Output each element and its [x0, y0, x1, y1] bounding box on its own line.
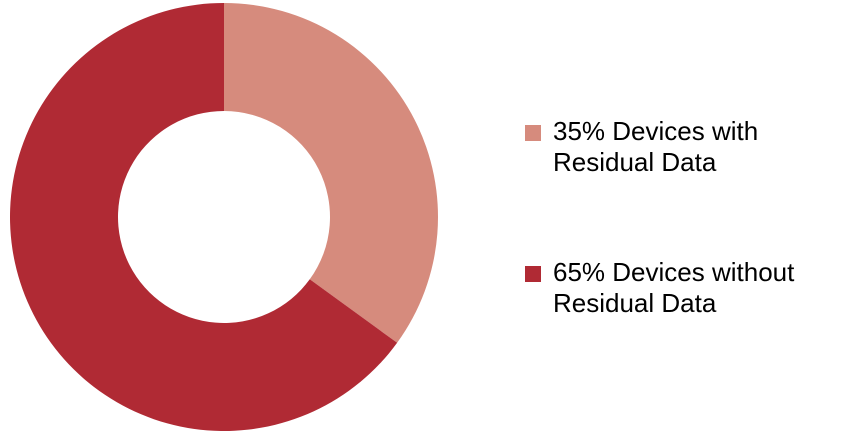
legend-label-line-1: 35% Devices with	[553, 116, 759, 146]
chart-legend: 35% Devices with Residual Data 65% Devic…	[525, 0, 866, 433]
legend-label-line-1: 65% Devices without	[553, 257, 795, 287]
legend-label-with-residual-data: 35% Devices with Residual Data	[553, 116, 758, 178]
legend-label-line-2: Residual Data	[553, 288, 717, 318]
legend-label-without-residual-data: 65% Devices without Residual Data	[553, 257, 794, 319]
donut-chart	[9, 3, 438, 431]
legend-swatch-with-residual-data	[525, 125, 541, 141]
legend-label-line-2: Residual Data	[553, 147, 717, 177]
donut-slice-with-residual-data	[224, 3, 438, 343]
donut-slice-without-residual-data	[9, 3, 398, 431]
legend-swatch-without-residual-data	[525, 266, 541, 282]
